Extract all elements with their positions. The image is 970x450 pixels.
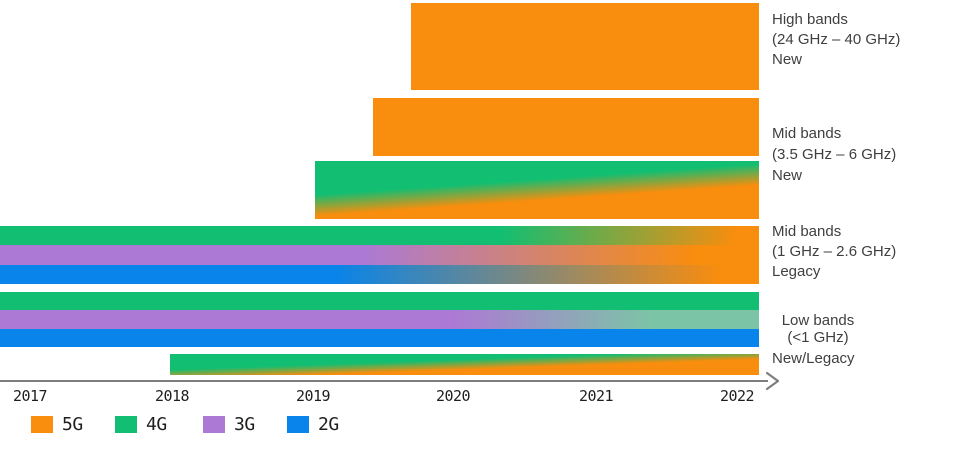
timeline-bar-low-bands-4g <box>0 292 759 310</box>
legend-item-3g: 3G <box>203 413 255 435</box>
timeline-bar-high-bands-5g-new <box>411 3 759 90</box>
timeline-bar-mid-legacy-4g-to-5g <box>0 226 759 245</box>
timeline-bar-mid-legacy-2g-to-5g <box>0 265 759 284</box>
band-label-line: (<1 GHz) <box>787 329 849 346</box>
band-label-line: Low bands <box>781 312 855 329</box>
legend-label-4g: 4G <box>146 413 167 435</box>
axis-tick-2018: 2018 <box>154 387 190 405</box>
band-label-0: High bands (24 GHz – 40 GHz) New <box>772 10 962 70</box>
band-label-4: New/Legacy <box>772 349 962 369</box>
band-label-3: Low bands (<1 GHz) <box>768 312 868 346</box>
legend-item-2g: 2G <box>287 413 339 435</box>
band-label-line: New <box>772 167 803 184</box>
band-label-2: Mid bands (1 GHz – 2.6 GHz) Legacy <box>772 222 962 282</box>
legend-swatch-3g <box>203 415 225 433</box>
legend-label-5g: 5G <box>62 413 83 435</box>
timeline-bar-low-bands-3g-to-4g <box>0 310 759 329</box>
axis-tick-2019: 2019 <box>295 387 331 405</box>
band-label-line: New/Legacy <box>772 350 855 367</box>
band-label-line: New <box>772 51 803 68</box>
timeline-bar-mid-bands-3p5-6-5g-new <box>373 98 759 156</box>
legend-swatch-2g <box>287 415 309 433</box>
timeline-bar-low-bands-2g <box>0 329 759 347</box>
band-label-line: (1 GHz – 2.6 GHz) <box>772 243 897 260</box>
axis-tick-2017: 2017 <box>12 387 48 405</box>
legend-swatch-4g <box>115 415 137 433</box>
legend-label-3g: 3G <box>234 413 255 435</box>
band-label-line: Legacy <box>772 263 821 280</box>
band-label-line: Mid bands <box>772 223 842 240</box>
band-label-line: Mid bands <box>772 125 842 142</box>
band-label-1: Mid bands (3.5 GHz – 6 GHz) New <box>772 123 962 186</box>
timeline-bar-low-bands-new-legacy-4g-to-5g <box>170 354 759 375</box>
timeline-bar-mid-legacy-3g-to-5g <box>0 245 759 265</box>
legend-item-4g: 4G <box>115 413 167 435</box>
band-label-line: (3.5 GHz – 6 GHz) <box>772 146 897 163</box>
legend-label-2g: 2G <box>318 413 339 435</box>
axis-tick-2021: 2021 <box>578 387 614 405</box>
band-label-line: High bands <box>772 11 848 28</box>
axis-tick-2022: 2022 <box>719 387 755 405</box>
legend-item-5g: 5G <box>31 413 83 435</box>
legend-swatch-5g <box>31 415 53 433</box>
band-label-line: (24 GHz – 40 GHz) <box>772 31 901 48</box>
axis-tick-2020: 2020 <box>435 387 471 405</box>
axis-arrow-right-icon <box>765 371 780 391</box>
x-axis-line <box>0 380 768 382</box>
timeline-bar-mid-bands-3p5-6-4g-to-5g <box>315 161 759 219</box>
